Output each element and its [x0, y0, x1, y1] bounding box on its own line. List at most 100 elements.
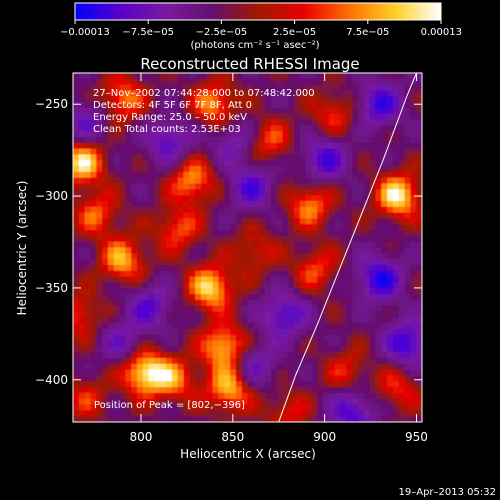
heatmap-cell	[253, 334, 260, 342]
heatmap-cell	[270, 160, 278, 167]
heatmap-cell	[78, 119, 86, 126]
heatmap-cell	[323, 346, 330, 353]
heatmap-cell	[241, 387, 249, 394]
heatmap-cell	[224, 218, 231, 225]
heatmap-cell	[189, 78, 196, 86]
heatmap-cell	[218, 381, 225, 388]
heatmap-cell	[346, 142, 353, 150]
heatmap-cell	[84, 259, 92, 266]
heatmap-cell	[224, 305, 231, 313]
heatmap-cell	[171, 299, 179, 307]
heatmap-cell	[282, 358, 289, 365]
heatmap-cell	[206, 259, 214, 266]
heatmap-cell	[352, 358, 359, 365]
heatmap-cell	[131, 230, 138, 237]
heatmap-cell	[73, 305, 80, 313]
heatmap-cell	[90, 113, 97, 121]
heatmap-cell	[142, 387, 150, 394]
heatmap-cell	[247, 340, 254, 347]
heatmap-cell	[206, 241, 214, 249]
heatmap-cell	[154, 398, 161, 406]
heatmap-cell	[288, 136, 295, 144]
heatmap-cell	[177, 206, 185, 214]
heatmap-cell	[125, 177, 132, 185]
heatmap-cell	[323, 358, 330, 365]
heatmap-cell	[148, 253, 156, 260]
heatmap-cell	[206, 200, 214, 208]
heatmap-cell	[235, 119, 243, 126]
footer-timestamp: 19–Apr–2013 05:32	[399, 487, 496, 498]
heatmap-cell	[334, 387, 342, 394]
heatmap-cell	[340, 224, 347, 231]
heatmap-cell	[328, 299, 336, 307]
heatmap-cell	[259, 212, 266, 220]
heatmap-cell	[183, 171, 190, 179]
heatmap-cell	[259, 305, 266, 313]
heatmap-cell	[282, 410, 289, 417]
heatmap-cell	[282, 369, 289, 377]
heatmap-cell	[282, 78, 289, 86]
heatmap-cell	[241, 294, 249, 301]
heatmap-cell	[78, 410, 86, 417]
heatmap-cell	[387, 160, 394, 167]
heatmap-cell	[328, 84, 336, 92]
heatmap-cell	[200, 177, 208, 185]
heatmap-cell	[416, 241, 422, 249]
heatmap-cell	[317, 299, 324, 307]
heatmap-cell	[358, 305, 365, 313]
heatmap-cell	[317, 241, 324, 249]
heatmap-cell	[183, 166, 190, 173]
heatmap-cell	[381, 317, 388, 324]
heatmap-cell	[142, 392, 150, 400]
heatmap-cell	[259, 358, 266, 365]
heatmap-cell	[136, 282, 144, 289]
heatmap-cell	[416, 305, 422, 313]
heatmap-cell	[404, 334, 411, 342]
heatmap-cell	[206, 189, 214, 196]
heatmap-cell	[195, 218, 202, 225]
heatmap-cell	[328, 189, 336, 196]
heatmap-cell	[107, 340, 115, 347]
heatmap-cell	[171, 78, 179, 86]
heatmap-cell	[73, 131, 80, 138]
heatmap-cell	[125, 218, 132, 225]
heatmap-cell	[288, 416, 295, 422]
heatmap-cell	[381, 171, 388, 179]
heatmap-cell	[276, 148, 283, 156]
heatmap-cell	[166, 311, 173, 318]
heatmap-cell	[171, 282, 179, 289]
heatmap-cell	[317, 218, 324, 225]
heatmap-cell	[270, 107, 278, 115]
heatmap-cell	[171, 369, 179, 377]
heatmap-cell	[90, 340, 97, 347]
heatmap-cell	[352, 107, 359, 115]
heatmap-cell	[253, 369, 260, 377]
x-axis-label: Heliocentric X (arcsec)	[180, 447, 316, 461]
heatmap-cell	[270, 73, 278, 80]
heatmap-cell	[195, 404, 202, 411]
heatmap-cell	[317, 259, 324, 266]
heatmap-cell	[148, 195, 156, 202]
heatmap-cell	[259, 398, 266, 406]
heatmap-cell	[224, 346, 231, 353]
heatmap-cell	[381, 119, 388, 126]
heatmap-cell	[259, 381, 266, 388]
heatmap-cell	[241, 247, 249, 254]
heatmap-cell	[323, 270, 330, 278]
heatmap-cell	[328, 113, 336, 121]
heatmap-cell	[241, 78, 249, 86]
heatmap-cell	[96, 404, 103, 411]
heatmap-cell	[90, 276, 97, 283]
heatmap-cell	[369, 352, 377, 359]
heatmap-cell	[363, 235, 371, 243]
heatmap-cell	[206, 73, 214, 80]
heatmap-cell	[317, 398, 324, 406]
heatmap-cell	[259, 299, 266, 307]
heatmap-cell	[259, 235, 266, 243]
heatmap-cell	[381, 259, 388, 266]
heatmap-cell	[166, 270, 173, 278]
heatmap-cell	[247, 299, 254, 307]
y-tick-label: −250	[35, 97, 68, 111]
heatmap-cell	[218, 410, 225, 417]
heatmap-cell	[305, 107, 313, 115]
